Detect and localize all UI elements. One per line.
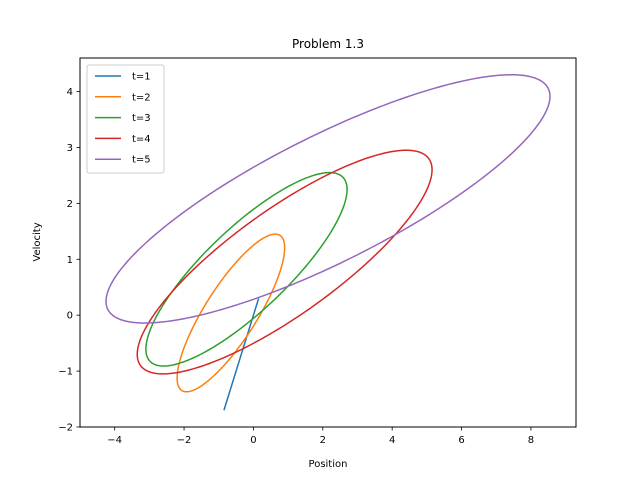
legend-label-1: t=1	[132, 72, 151, 83]
y-tick-label: −2	[58, 423, 73, 434]
x-tick-label: 0	[250, 435, 256, 446]
legend: t=1 t=2 t=3 t=4 t=5	[86, 64, 165, 174]
series-5-line	[105, 74, 551, 324]
x-tick-label: 6	[458, 435, 464, 446]
legend-box	[86, 64, 165, 174]
plot-lines	[105, 74, 551, 411]
y-tick-label: −1	[58, 367, 73, 378]
series-2-line	[176, 233, 286, 393]
series-1-line	[223, 298, 260, 411]
y-tick-label: 1	[67, 255, 73, 266]
x-axis-label: Position	[309, 459, 348, 470]
y-axis-label: Velocity	[32, 222, 43, 261]
x-axis-ticks: −4 −2 0 2 4 6 8	[107, 427, 534, 446]
legend-label-5: t=5	[132, 155, 151, 166]
series-4-line	[136, 149, 433, 375]
legend-label-3: t=3	[132, 113, 151, 124]
y-tick-label: 0	[67, 311, 73, 322]
plot-frame	[79, 57, 577, 428]
x-tick-label: 8	[528, 435, 534, 446]
y-tick-label: 4	[67, 87, 73, 98]
y-axis-ticks: −2 −1 0 1 2 3 4	[58, 87, 80, 434]
legend-label-4: t=4	[132, 134, 151, 145]
x-tick-label: −2	[177, 435, 192, 446]
legend-label-2: t=2	[132, 92, 151, 103]
series-3-line	[145, 171, 348, 367]
x-tick-label: −4	[107, 435, 122, 446]
x-tick-label: 2	[320, 435, 326, 446]
y-tick-label: 3	[67, 143, 73, 154]
chart-title: Problem 1.3	[292, 37, 364, 51]
y-tick-label: 2	[67, 199, 73, 210]
x-tick-label: 4	[389, 435, 395, 446]
